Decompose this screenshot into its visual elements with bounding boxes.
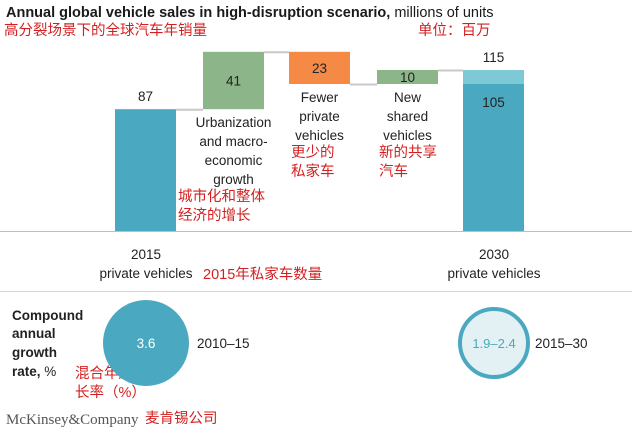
cagr-label-line4: rate, % [12, 364, 56, 379]
bar-value-label-1: 41 [226, 74, 241, 89]
category-label-zh-3-1: 汽车 [379, 163, 408, 180]
category-label-zh-1-1: 经济的增长 [178, 207, 251, 224]
category-label-3-0: New [394, 90, 421, 105]
bar-value-label-2: 23 [312, 61, 327, 76]
x-label-2030-pv: private vehicles [447, 266, 540, 281]
category-label-zh-2-0: 更少的 [291, 144, 335, 161]
category-label-1-2: economic [205, 153, 263, 168]
category-label-zh-2-1: 私家车 [291, 163, 335, 180]
cagr-label-line2: annual [12, 326, 56, 341]
unit-label-zh: 单位：百万 [418, 22, 491, 39]
bar-2030-total-cap [463, 70, 524, 84]
category-label-zh-3-0: 新的共享 [379, 144, 437, 161]
x-label-2015-pv: private vehicles [99, 266, 192, 281]
category-label-2-0: Fewer [301, 90, 339, 105]
x-label-2015-pv-zh: 2015年私家车数量 [203, 266, 322, 283]
x-label-2030-year: 2030 [479, 247, 509, 262]
cagr-label-line1: Compound [12, 308, 83, 323]
category-label-zh-1-0: 城市化和整体 [178, 188, 265, 205]
cagr-left-period: 2010–15 [197, 336, 250, 351]
bar-value-label-0: 87 [138, 89, 153, 104]
cagr-left-circle [103, 300, 189, 386]
category-label-1-0: Urbanization [196, 115, 272, 130]
bar-2030-total-label: 115 [483, 50, 505, 65]
cagr-right-period: 2015–30 [535, 336, 588, 351]
category-label-3-1: shared [387, 109, 428, 124]
bar-3 [377, 70, 438, 84]
bar-value-label-4: 105 [482, 95, 505, 110]
bar-1 [203, 51, 264, 110]
chart-title-zh: 高分裂场景下的全球汽车年销量 [4, 21, 207, 39]
bar-value-label-3: 10 [400, 70, 415, 85]
x-label-2015-year: 2015 [131, 247, 161, 262]
chart-title: Annual global vehicle sales in high-disr… [6, 5, 493, 21]
bar-4 [463, 84, 524, 231]
mckinsey-logo-zh: 麦肯锡公司 [145, 410, 218, 427]
category-label-2-1: private [299, 109, 340, 124]
bar-2 [289, 51, 350, 84]
cagr-right-circle [458, 307, 530, 379]
category-label-3-2: vehicles [383, 128, 432, 143]
mckinsey-logo: McKinsey&Company [6, 412, 139, 428]
category-label-1-3: growth [213, 172, 254, 187]
cagr-left-value: 3.6 [137, 336, 156, 351]
cagr-right-value: 1.9–2.4 [472, 336, 515, 351]
bar-0 [115, 109, 176, 231]
cagr-label-line3: growth [12, 345, 57, 360]
cagr-label-zh-line2: 长率（%） [75, 384, 146, 401]
category-label-2-2: vehicles [295, 128, 344, 143]
category-label-1-1: and macro- [199, 134, 267, 149]
